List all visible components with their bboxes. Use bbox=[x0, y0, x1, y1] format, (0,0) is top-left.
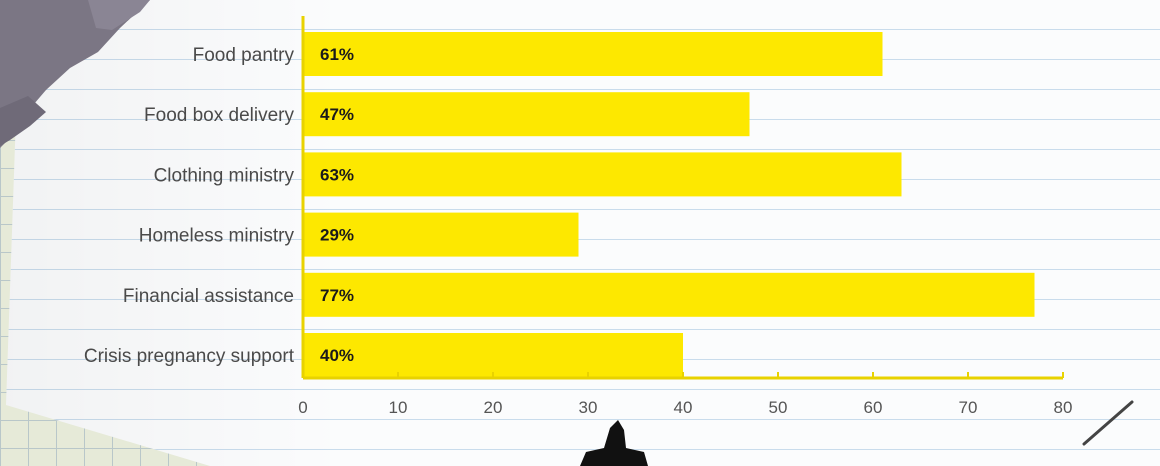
category-labels-group: Food pantry Food box delivery Clothing min… bbox=[84, 45, 295, 367]
category-label: Homeless ministry bbox=[139, 226, 295, 247]
x-ticks-group bbox=[302, 372, 1064, 378]
bar bbox=[304, 272, 1035, 317]
bar bbox=[304, 92, 750, 137]
category-label: Food pantry bbox=[193, 45, 295, 66]
bar bbox=[304, 152, 902, 197]
hand-print-decoration bbox=[0, 0, 150, 148]
x-tick-label: 60 bbox=[864, 398, 883, 417]
bar-value-label: 77% bbox=[320, 286, 354, 305]
bar-value-label: 40% bbox=[320, 346, 354, 365]
bar-value-label: 63% bbox=[320, 165, 354, 184]
x-tick-label: 20 bbox=[484, 398, 503, 417]
category-label: Crisis pregnancy support bbox=[84, 346, 295, 367]
x-tick-label: 0 bbox=[298, 398, 307, 417]
x-tick-label: 80 bbox=[1054, 398, 1073, 417]
pen-tip-decoration bbox=[580, 420, 648, 466]
bars-group bbox=[304, 32, 1035, 377]
bar bbox=[304, 32, 883, 76]
category-label: Financial assistance bbox=[123, 286, 294, 307]
bar bbox=[304, 212, 579, 257]
bar-value-label: 29% bbox=[320, 226, 354, 245]
value-labels-group: 61% 47% 63% 29% 77% 40% bbox=[320, 45, 354, 365]
x-tick-label: 50 bbox=[769, 398, 788, 417]
bar bbox=[304, 333, 683, 377]
x-tick-labels-group: 0 10 20 30 40 50 60 70 80 bbox=[298, 398, 1072, 417]
x-tick-label: 70 bbox=[959, 398, 978, 417]
x-tick-label: 10 bbox=[389, 398, 408, 417]
bar-value-label: 61% bbox=[320, 45, 354, 64]
bar-value-label: 47% bbox=[320, 105, 354, 124]
x-tick-label: 40 bbox=[674, 398, 693, 417]
category-label: Clothing ministry bbox=[154, 165, 295, 186]
pencil-mark-decoration bbox=[1082, 400, 1134, 446]
category-label: Food box delivery bbox=[144, 105, 294, 126]
x-tick-label: 30 bbox=[579, 398, 598, 417]
